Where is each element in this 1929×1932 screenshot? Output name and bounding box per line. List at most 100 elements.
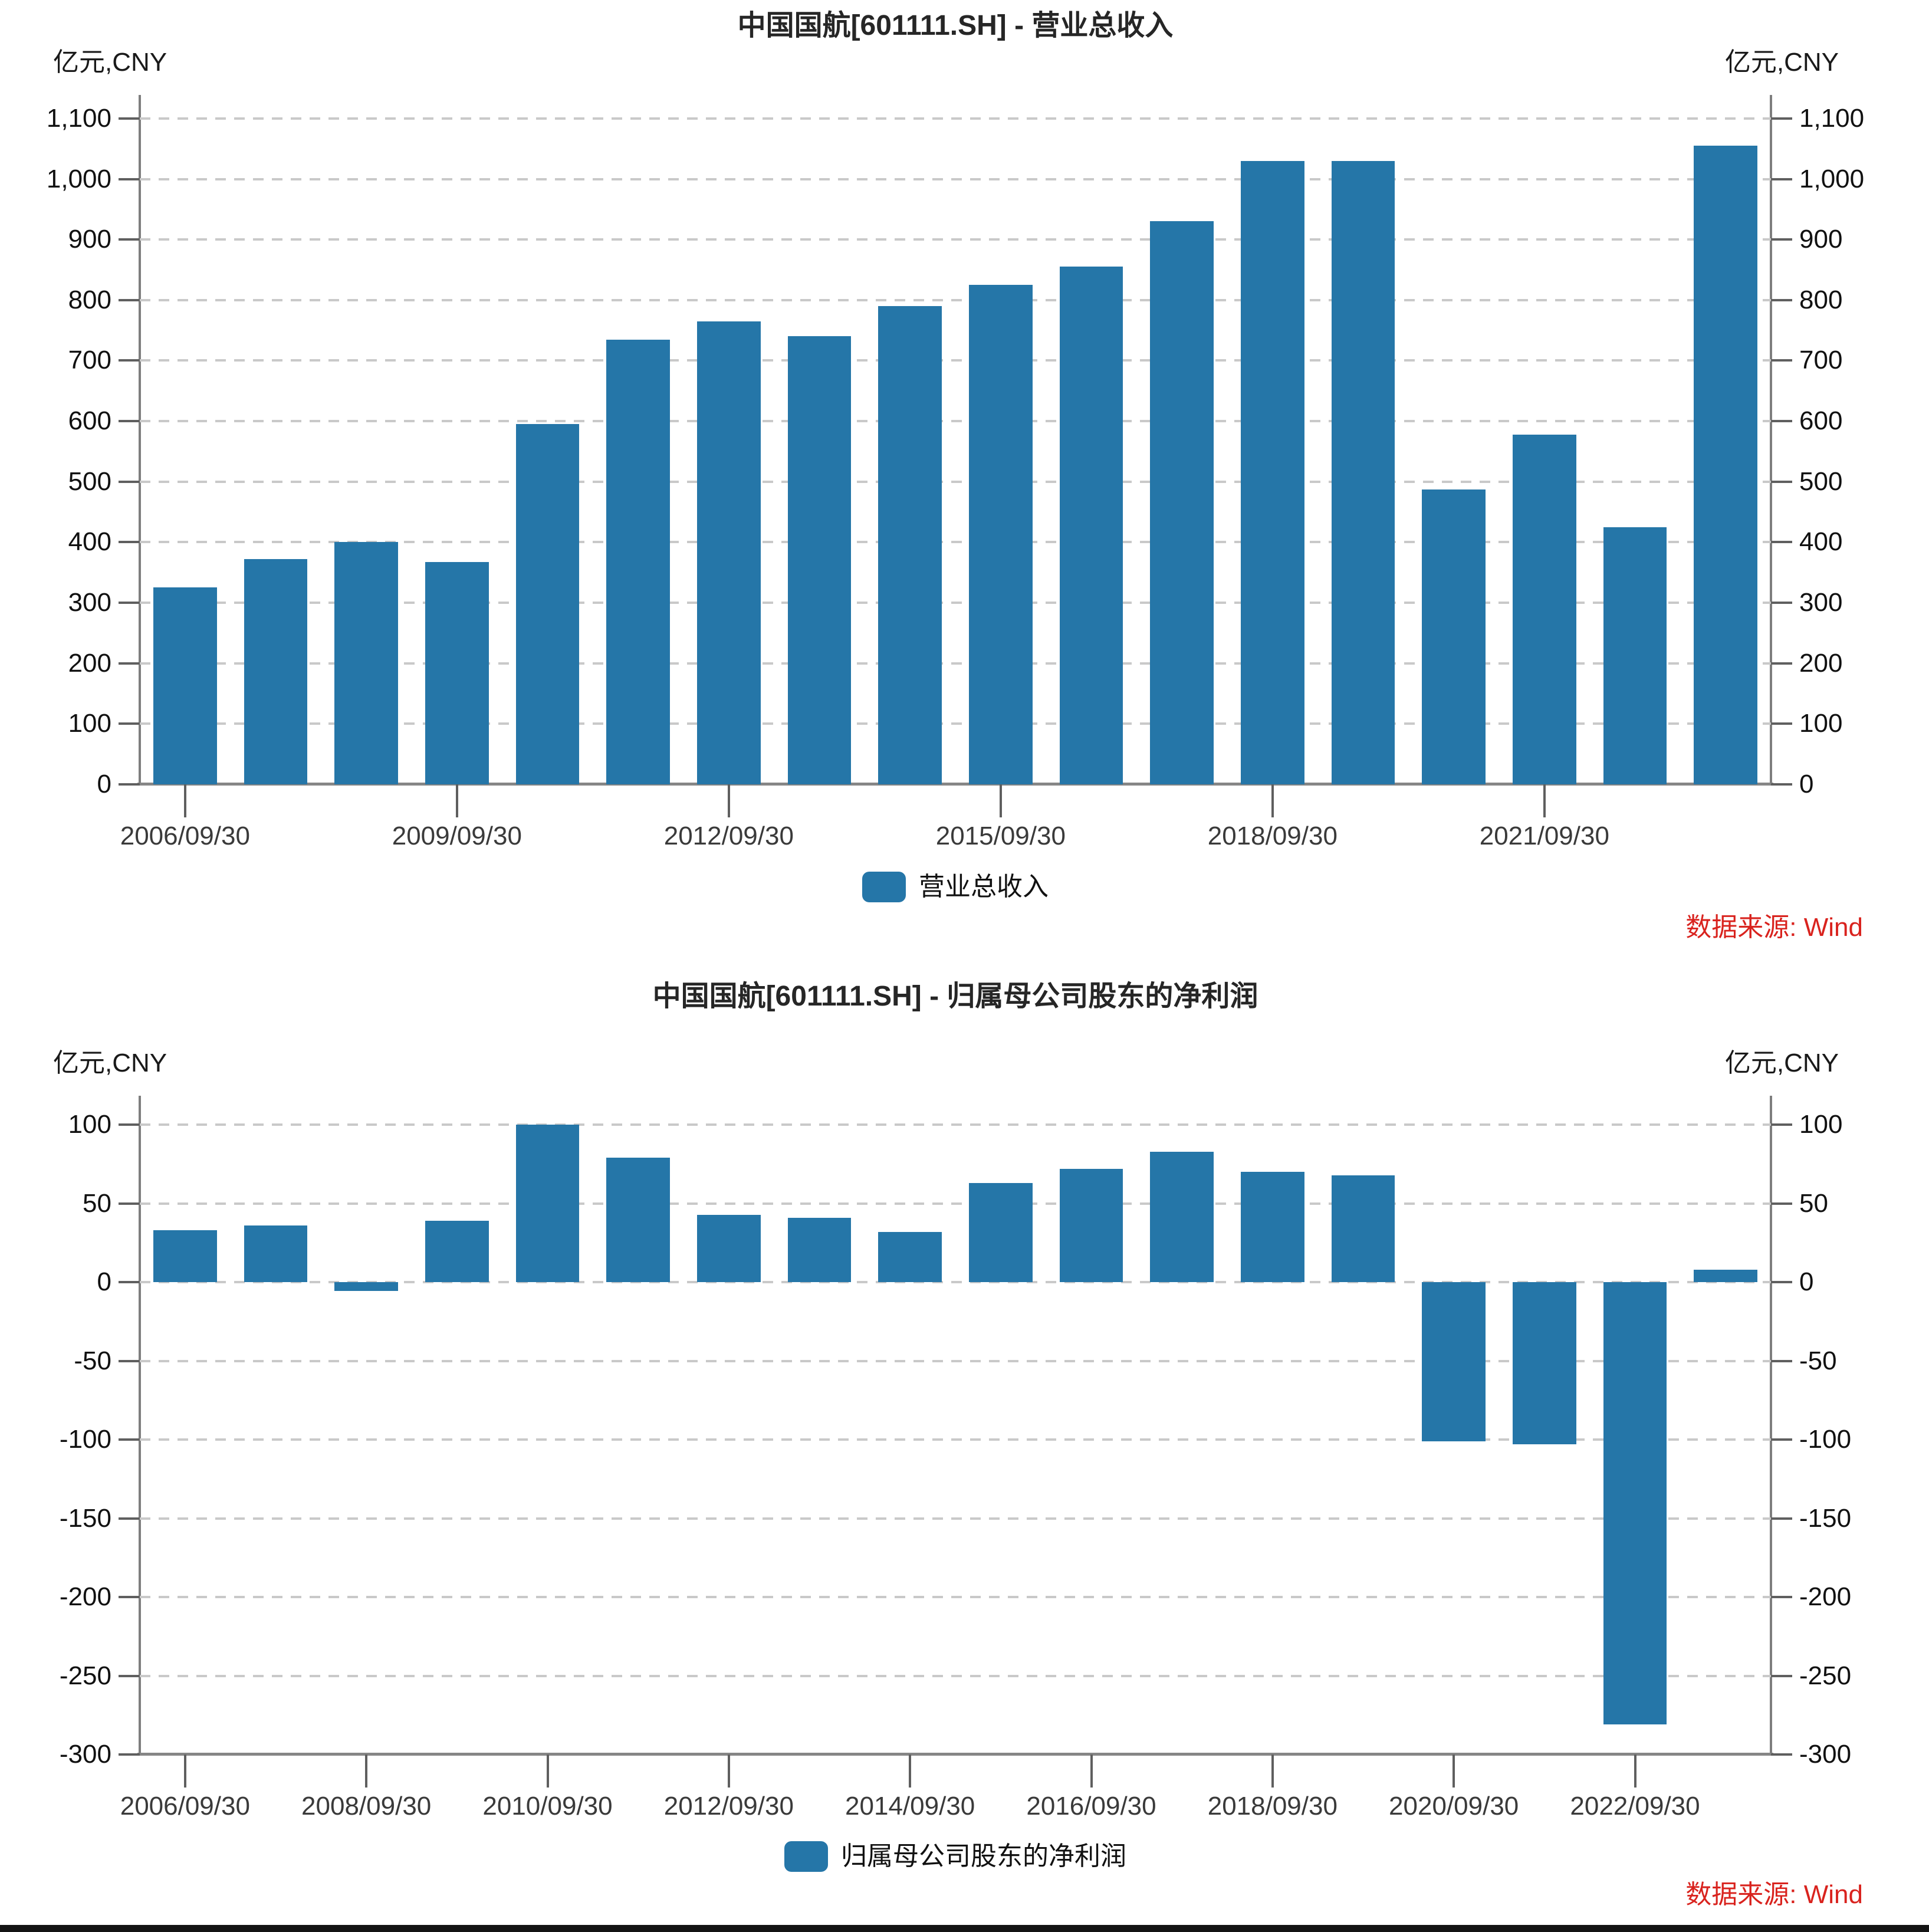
y-tick-label: 700 <box>1799 346 1843 375</box>
bar-2016/09/30 <box>1059 267 1123 784</box>
bar-2007/09/30 <box>244 1225 308 1283</box>
revenue-legend-label: 营业总收入 <box>919 872 1049 901</box>
gridline <box>140 1517 1771 1520</box>
x-tick-label: 2016/09/30 <box>1026 1792 1156 1821</box>
y-tick-label: 600 <box>1799 406 1843 436</box>
bar-2013/09/30 <box>787 1217 852 1283</box>
y-tick-mark <box>119 420 140 423</box>
y-tick-label: -100 <box>59 1425 111 1454</box>
revenue-legend-swatch <box>862 872 906 902</box>
y-tick-mark <box>1771 238 1792 241</box>
gridline <box>140 1123 1771 1126</box>
gridline <box>140 602 1771 604</box>
gridline <box>140 480 1771 483</box>
gridline <box>140 662 1771 665</box>
net-profit-chart: 中国国航[601111.SH] - 归属母公司股东的净利润 亿元,CNY 亿元,… <box>0 962 1929 1925</box>
y-tick-mark <box>119 541 140 544</box>
y-tick-label: 50 <box>1799 1188 1828 1218</box>
y-tick-label: -200 <box>59 1582 111 1612</box>
bar-2013/09/30 <box>787 336 852 784</box>
y-tick-label: -150 <box>59 1503 111 1533</box>
bar-2014/09/30 <box>878 306 942 784</box>
y-tick-mark <box>1771 117 1792 120</box>
y-tick-label: -200 <box>1799 1582 1852 1612</box>
bar-2012/09/30 <box>697 1214 761 1283</box>
revenue-legend: 营业总收入 <box>140 872 1771 902</box>
y-tick-mark <box>119 298 140 301</box>
y-tick-mark <box>1771 178 1792 180</box>
y-tick-label: 100 <box>68 709 111 738</box>
x-tick-label: 2006/09/30 <box>120 822 250 850</box>
revenue-chart: 中国国航[601111.SH] - 营业总收入 亿元,CNY 亿元,CNY 0 0… <box>0 0 1929 962</box>
bar-2021/09/30 <box>1513 1282 1576 1445</box>
window-bottom-edge <box>0 1925 1929 1932</box>
y-axis-line-right <box>1770 1096 1772 1754</box>
y-tick-label: 300 <box>1799 588 1843 617</box>
bar-2016/09/30 <box>1059 1169 1123 1283</box>
y-tick-label: 1,000 <box>1799 164 1865 193</box>
x-tick-label: 2021/09/30 <box>1479 822 1609 850</box>
y-tick-mark <box>1771 1596 1792 1599</box>
gridline <box>140 1674 1771 1677</box>
y-tick-mark <box>119 480 140 483</box>
y-tick-mark <box>1771 1438 1792 1441</box>
gridline <box>140 359 1771 362</box>
net-profit-legend-label: 归属母公司股东的净利润 <box>841 1842 1126 1871</box>
y-tick-label: 1,100 <box>1799 103 1865 133</box>
net-profit-legend-swatch <box>784 1841 828 1872</box>
x-tick-label: 2018/09/30 <box>1207 1792 1338 1821</box>
y-tick-label: 1,100 <box>46 103 111 133</box>
data-source-label: 数据来源: Wind <box>1685 913 1863 942</box>
bar-2019/09/30 <box>1331 1175 1395 1283</box>
gridline <box>140 722 1771 725</box>
y-tick-mark <box>119 1753 140 1756</box>
y-tick-mark <box>119 1281 140 1284</box>
y-tick-mark <box>119 1517 140 1520</box>
y-tick-label: -100 <box>1799 1425 1852 1454</box>
bar-2012/09/30 <box>697 321 761 784</box>
bar-2023/09/30 <box>1694 1269 1757 1283</box>
gridline <box>140 238 1771 241</box>
y-tick-mark <box>119 359 140 362</box>
x-tick-label: 2020/09/30 <box>1389 1792 1519 1821</box>
x-tick-label: 2009/09/30 <box>392 822 522 850</box>
y-tick-label: -150 <box>1799 1503 1852 1533</box>
x-axis-line <box>137 783 1773 786</box>
y-tick-label: 100 <box>1799 709 1843 738</box>
y-tick-label: 800 <box>68 285 111 314</box>
data-source-label: 数据来源: Wind <box>1685 1880 1863 1909</box>
x-tick-label: 2006/09/30 <box>120 1792 250 1821</box>
y-tick-mark <box>1771 1359 1792 1362</box>
y-tick-mark <box>119 1202 140 1205</box>
x-tick-label: 2018/09/30 <box>1207 822 1338 850</box>
net-profit-plot-area: 亿元,CNY 亿元,CNY -300 -300 -250 -250 -200 -200 -1… <box>53 1049 1851 1821</box>
y-axis-unit-left: 亿元,CNY <box>53 48 167 77</box>
x-tick-label: 2014/09/30 <box>845 1792 975 1821</box>
x-axis-line <box>137 1753 1773 1756</box>
y-tick-mark <box>1771 1753 1792 1756</box>
x-tick-label: 2010/09/30 <box>482 1792 613 1821</box>
x-tick-mark <box>727 1754 730 1788</box>
bar-2006/09/30 <box>153 1230 217 1283</box>
x-tick-label: 2015/09/30 <box>935 822 1066 850</box>
gridline <box>140 1202 1771 1205</box>
y-tick-mark <box>119 662 140 665</box>
bar-2011/09/30 <box>606 339 670 784</box>
gridline <box>140 178 1771 180</box>
y-tick-label: 400 <box>68 527 111 557</box>
y-tick-label: 400 <box>1799 527 1843 557</box>
y-tick-label: 100 <box>1799 1110 1843 1139</box>
y-tick-label: 0 <box>1799 1267 1814 1297</box>
bar-2017/09/30 <box>1150 221 1214 784</box>
y-tick-mark <box>119 602 140 604</box>
x-tick-mark <box>1452 1754 1455 1788</box>
y-tick-label: 700 <box>68 346 111 375</box>
y-tick-label: 1,000 <box>46 164 111 193</box>
x-tick-mark <box>1090 1754 1093 1788</box>
bar-2006/09/30 <box>153 587 217 784</box>
gridline <box>140 1596 1771 1599</box>
bar-2015/09/30 <box>969 285 1033 784</box>
y-tick-label: -300 <box>59 1740 111 1769</box>
bar-2007/09/30 <box>244 559 308 784</box>
bar-2018/09/30 <box>1241 160 1304 784</box>
